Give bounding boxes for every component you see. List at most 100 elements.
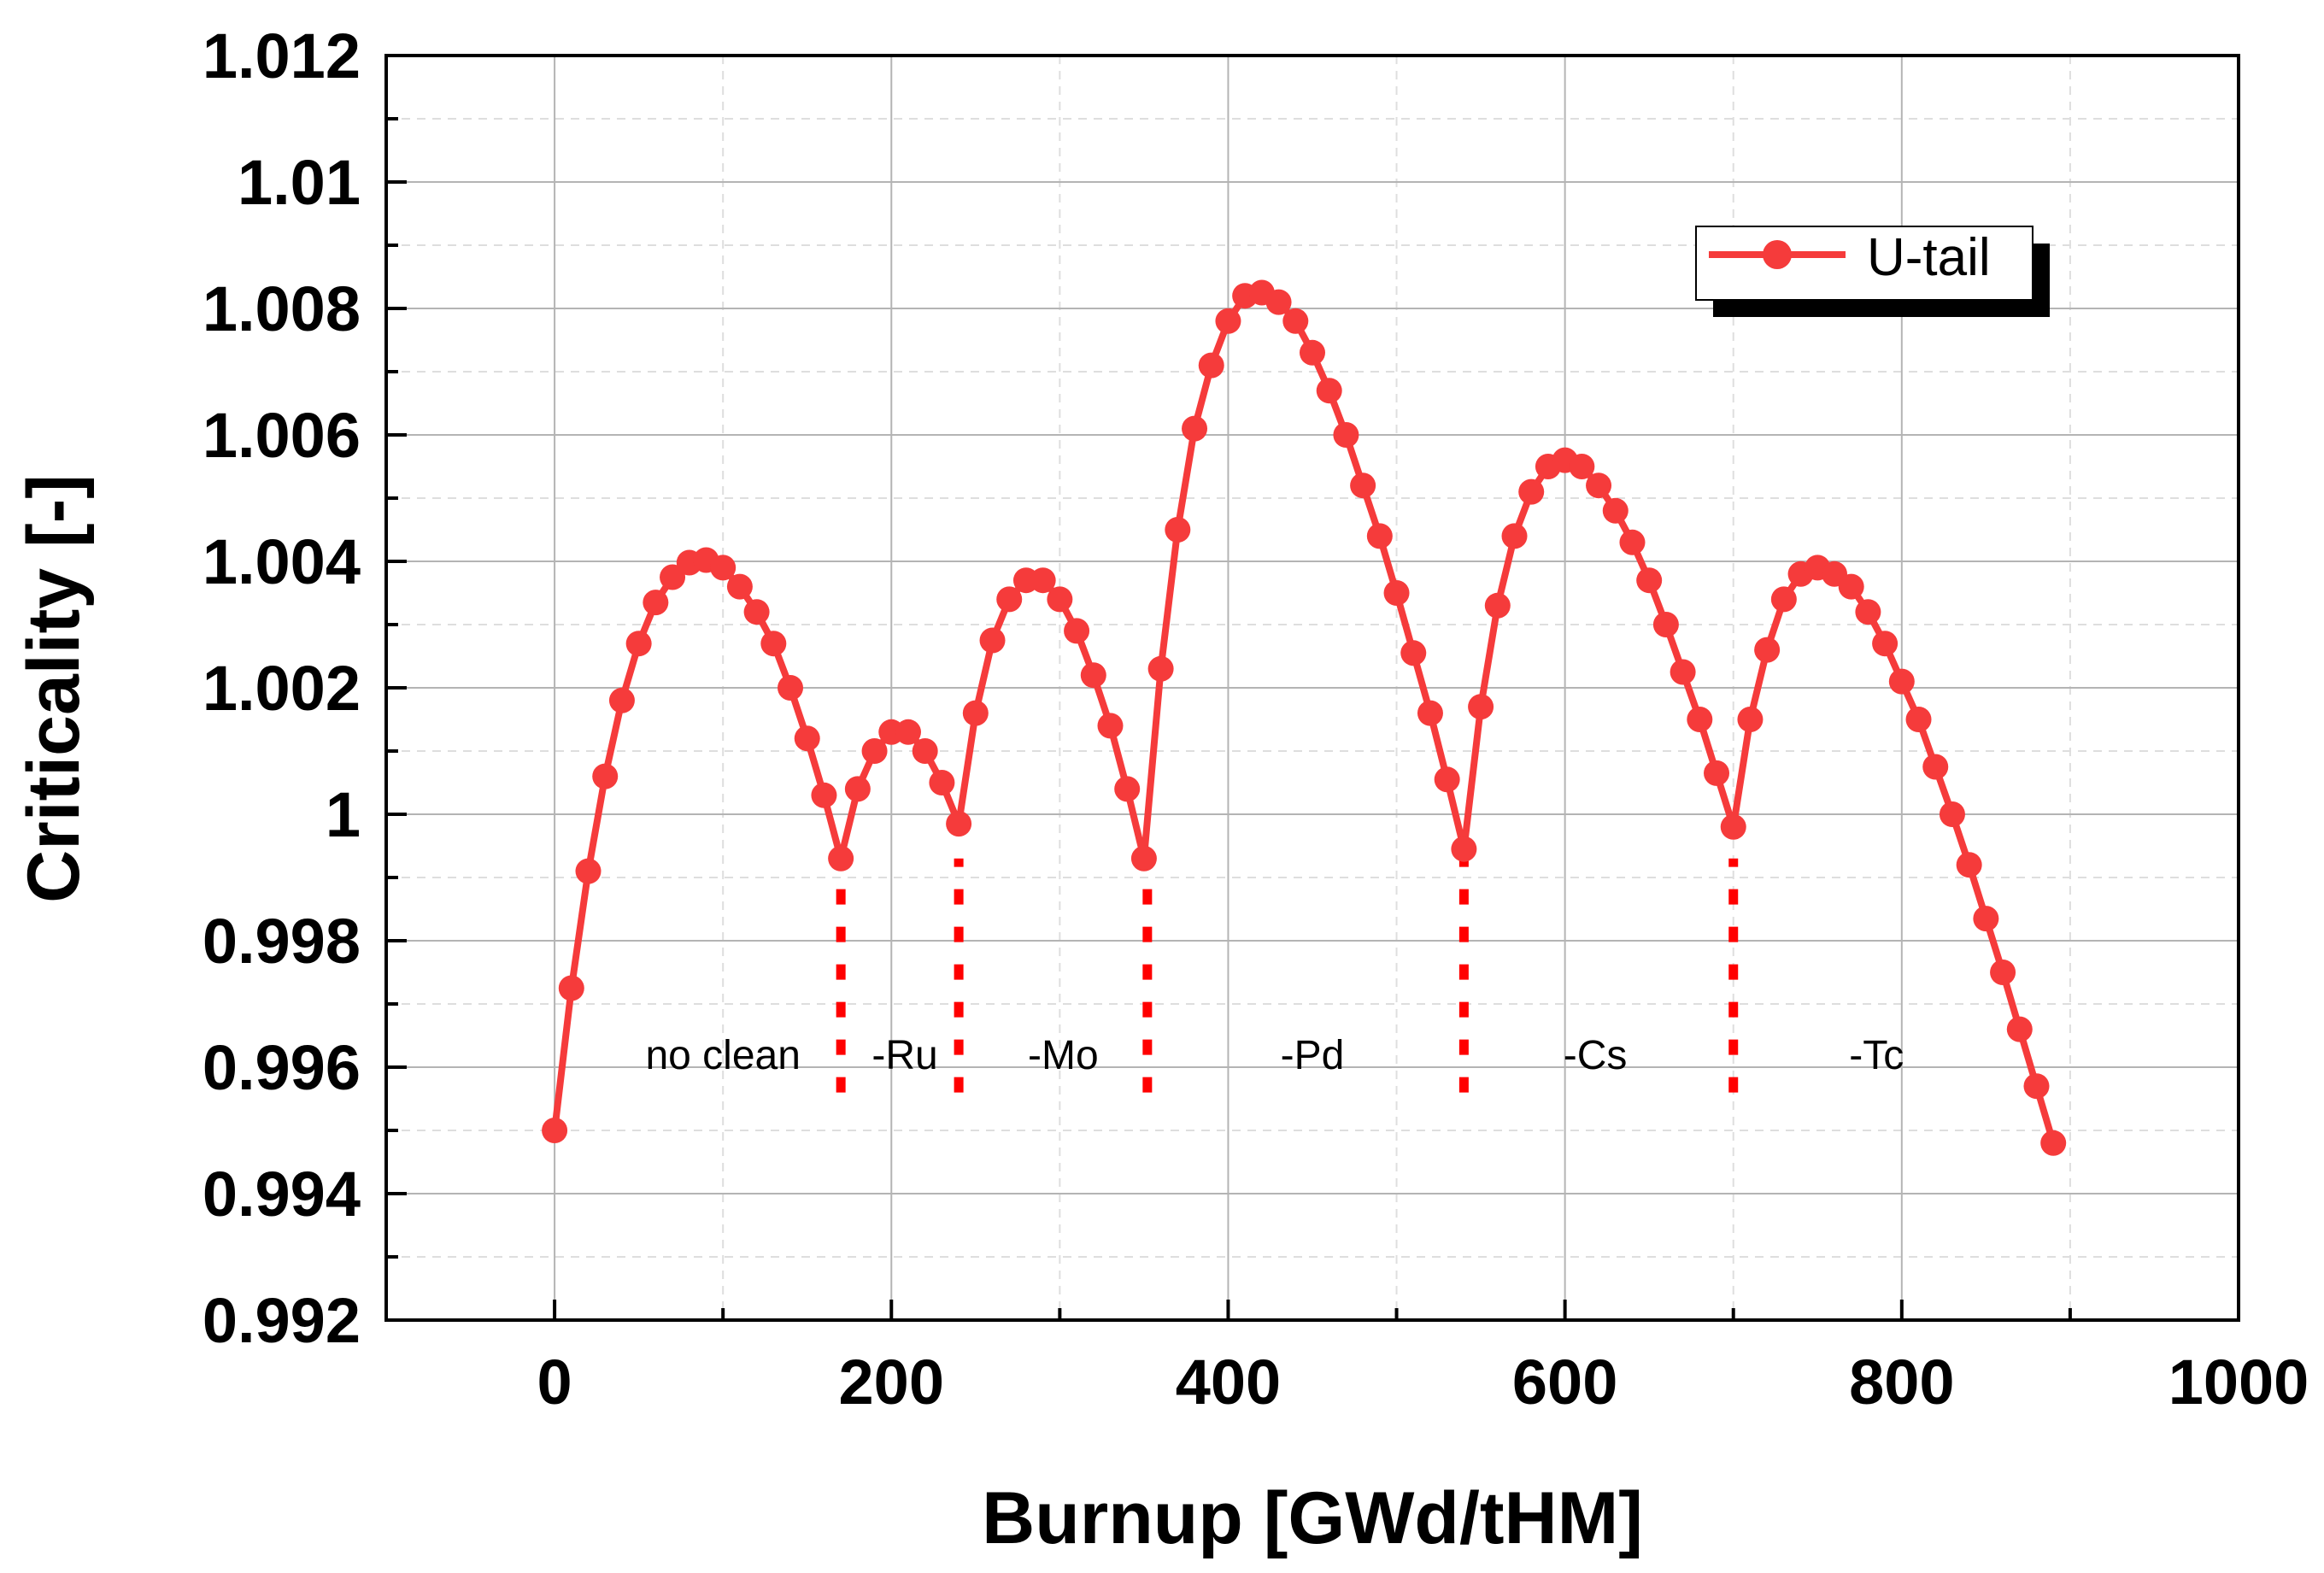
data-point xyxy=(575,858,602,884)
data-point xyxy=(1569,454,1595,479)
y-tick-label: 1.008 xyxy=(202,273,361,344)
data-point xyxy=(1518,478,1545,505)
data-point xyxy=(1147,655,1174,682)
data-point xyxy=(1265,289,1292,315)
region-label: -Pd xyxy=(1281,1033,1345,1078)
data-point xyxy=(1383,580,1410,606)
data-point xyxy=(608,687,635,713)
data-point xyxy=(1501,523,1528,549)
data-point xyxy=(946,811,972,837)
data-point xyxy=(996,586,1023,613)
data-point xyxy=(1366,523,1393,549)
y-tick-label: 0.992 xyxy=(202,1285,361,1356)
x-tick-label: 200 xyxy=(839,1347,944,1417)
y-tick-label: 0.998 xyxy=(202,906,361,977)
data-point xyxy=(1165,517,1191,543)
data-point xyxy=(1047,586,1073,613)
x-tick-label: 400 xyxy=(1176,1347,1281,1417)
legend: U-tail xyxy=(1695,226,2050,317)
y-tick-label: 1.004 xyxy=(202,526,361,597)
series-line xyxy=(551,289,2057,1144)
data-point xyxy=(1687,707,1713,732)
data-point xyxy=(1484,592,1511,619)
region-label: no clean xyxy=(645,1033,800,1078)
data-point xyxy=(1130,845,1157,872)
region-label: -Mo xyxy=(1028,1033,1099,1078)
data-point xyxy=(1619,529,1646,555)
y-axis-title: Criticality [-] xyxy=(13,474,95,903)
data-point xyxy=(1704,760,1730,786)
data-point xyxy=(962,700,989,726)
y-tick-label: 1.006 xyxy=(202,400,361,471)
data-point xyxy=(1182,415,1208,442)
y-tick-label: 1.012 xyxy=(202,21,361,91)
data-point xyxy=(1282,308,1309,334)
data-point xyxy=(643,590,669,616)
data-point xyxy=(1316,378,1342,404)
data-point xyxy=(1586,472,1612,499)
data-point xyxy=(1400,640,1427,666)
data-point xyxy=(1905,707,1932,732)
data-point xyxy=(778,675,804,701)
data-point xyxy=(929,770,955,795)
data-point xyxy=(1872,631,1899,657)
y-tick-labels: 0.992 0.994 0.996 0.998 1 1.002 1.004 1.006 1.00… xyxy=(202,21,361,1356)
data-point xyxy=(1939,801,1965,827)
data-point xyxy=(2040,1130,2067,1156)
x-tick-labels: 0 200 400 600 800 1000 xyxy=(537,1347,2309,1417)
data-point xyxy=(542,1118,568,1143)
data-point xyxy=(1602,497,1629,524)
data-point xyxy=(1922,754,1949,780)
data-point xyxy=(1720,813,1746,840)
data-point xyxy=(1670,659,1696,685)
data-point xyxy=(760,631,787,657)
data-point xyxy=(844,776,871,802)
data-point xyxy=(1652,612,1679,637)
data-point xyxy=(1973,906,1999,932)
y-tick-label: 0.994 xyxy=(202,1159,361,1230)
data-point xyxy=(1080,662,1106,689)
data-point xyxy=(1754,637,1781,663)
series-u-tail xyxy=(542,279,2067,1156)
data-point xyxy=(1215,308,1241,334)
data-point xyxy=(726,573,753,600)
y-tick-label: 1.01 xyxy=(238,147,361,218)
y-tick-label: 0.996 xyxy=(202,1032,361,1103)
data-point xyxy=(710,555,737,581)
data-point xyxy=(1434,766,1460,793)
data-point xyxy=(861,738,888,764)
data-point xyxy=(1770,586,1797,613)
data-point xyxy=(979,627,1006,654)
data-point xyxy=(1300,339,1325,366)
y-tick-label: 1.002 xyxy=(202,653,361,724)
data-point xyxy=(1114,776,1141,802)
data-point xyxy=(743,599,770,625)
data-point xyxy=(895,719,921,745)
data-point xyxy=(1636,567,1663,594)
data-point xyxy=(1030,567,1056,594)
legend-marker-swatch xyxy=(1763,240,1792,269)
data-point xyxy=(1198,352,1224,379)
axis-ticks xyxy=(386,54,2240,1322)
data-point xyxy=(912,738,938,764)
x-tick-label: 600 xyxy=(1512,1347,1617,1417)
data-point xyxy=(1737,707,1764,732)
data-point xyxy=(1888,668,1915,695)
data-point xyxy=(625,631,652,657)
data-point xyxy=(2006,1016,2033,1042)
region-labels: no clean -Ru -Mo -Pd -Cs -Tc xyxy=(645,1033,1904,1078)
region-dividers xyxy=(836,858,1739,1093)
data-point xyxy=(660,564,686,590)
x-tick-label: 1000 xyxy=(2168,1347,2309,1417)
data-point xyxy=(1990,960,2016,985)
data-point xyxy=(2023,1073,2050,1100)
data-point xyxy=(828,845,854,872)
legend-label-u-tail: U-tail xyxy=(1867,228,1991,287)
region-label: -Ru xyxy=(872,1033,937,1078)
data-point xyxy=(794,725,820,752)
x-tick-label: 800 xyxy=(1849,1347,1954,1417)
data-point xyxy=(811,782,837,808)
y-tick-label: 1 xyxy=(326,779,361,850)
data-point xyxy=(592,763,619,789)
